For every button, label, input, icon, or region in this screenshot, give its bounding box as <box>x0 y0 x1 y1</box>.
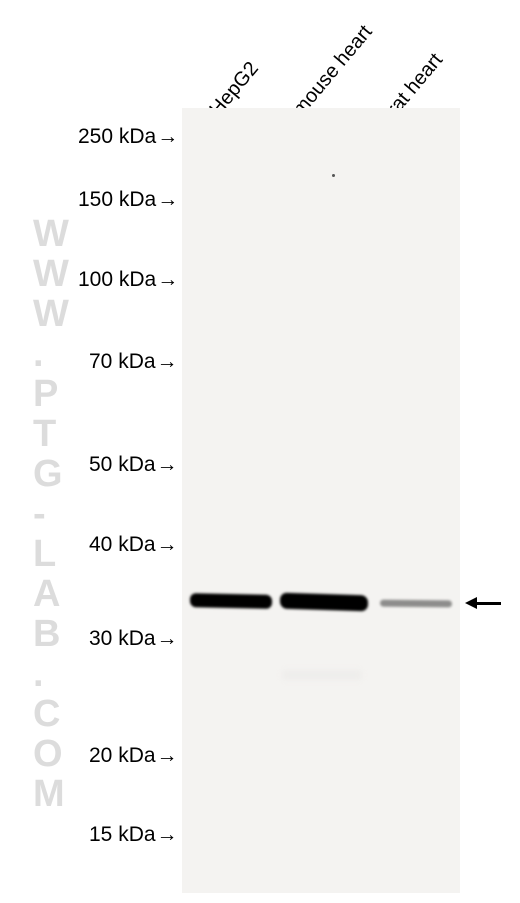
arrow-right-icon: → <box>157 823 178 846</box>
arrow-shaft <box>477 602 501 605</box>
arrow-right-icon: → <box>157 125 178 148</box>
ladder-mark: 70 kDa→ <box>89 350 178 374</box>
arrow-right-icon: → <box>157 350 178 373</box>
speck <box>332 174 335 177</box>
ladder-mark: 30 kDa→ <box>89 627 178 651</box>
ladder-mark: 15 kDa→ <box>89 823 178 847</box>
smudge <box>282 670 362 680</box>
watermark-ptglab: WWW.PTG-LAB.COM <box>33 215 69 815</box>
band-lane-2 <box>380 600 452 608</box>
arrow-head-icon <box>465 597 477 609</box>
ladder-mark: 100 kDa→ <box>78 268 178 292</box>
arrow-right-icon: → <box>157 627 178 650</box>
ladder-mark: 250 kDa→ <box>78 125 178 149</box>
ladder-mark: 50 kDa→ <box>89 453 178 477</box>
ladder-mark: 20 kDa→ <box>89 744 178 768</box>
band-lane-0 <box>190 593 272 609</box>
band-lane-1 <box>280 593 368 612</box>
target-band-arrow <box>465 597 501 609</box>
arrow-right-icon: → <box>157 268 178 291</box>
blot-membrane <box>182 108 460 893</box>
arrow-right-icon: → <box>157 453 178 476</box>
arrow-right-icon: → <box>157 188 178 211</box>
ladder-mark: 150 kDa→ <box>78 188 178 212</box>
arrow-right-icon: → <box>157 533 178 556</box>
western-blot-figure: WWW.PTG-LAB.COM 250 kDa→ 150 kDa→ 100 kDa→… <box>0 0 520 903</box>
ladder-mark: 40 kDa→ <box>89 533 178 557</box>
arrow-right-icon: → <box>157 744 178 767</box>
lane-label: mouse heart <box>288 21 377 121</box>
